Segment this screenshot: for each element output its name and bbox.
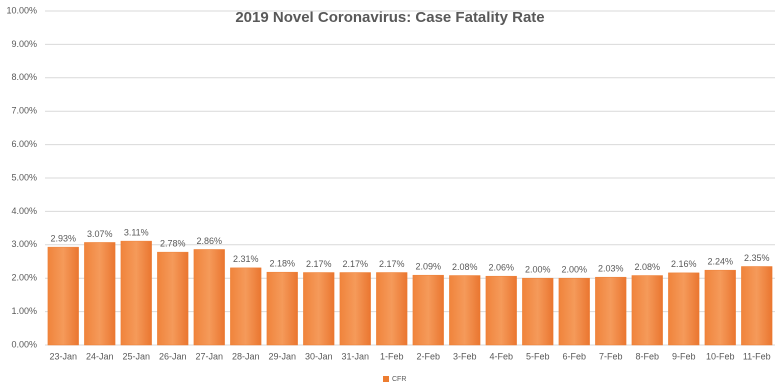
value-label: 3.11%	[124, 228, 149, 238]
bar	[230, 267, 262, 346]
x-tick-label: 27-Jan	[195, 351, 223, 361]
x-tick-label: 2-Feb	[416, 351, 440, 361]
bar	[266, 271, 298, 346]
value-label: 2.08%	[452, 262, 478, 272]
y-tick-label: 3.00%	[11, 239, 37, 249]
x-tick-label: 31-Jan	[341, 351, 369, 361]
y-tick-label: 6.00%	[11, 139, 37, 149]
bar	[339, 272, 371, 346]
y-tick-label: 10.00%	[6, 5, 37, 15]
bar	[120, 240, 152, 346]
x-tick-label: 10-Feb	[706, 351, 735, 361]
bar	[704, 269, 736, 346]
bar	[741, 266, 773, 346]
bar	[193, 249, 225, 346]
bar	[157, 251, 189, 346]
value-label: 2.08%	[634, 262, 660, 272]
value-label: 3.07%	[87, 229, 113, 239]
value-label: 2.16%	[671, 259, 697, 269]
value-label: 2.35%	[744, 253, 770, 263]
value-label: 2.31%	[233, 254, 259, 264]
y-tick-label: 0.00%	[11, 339, 37, 349]
x-tick-label: 5-Feb	[526, 351, 550, 361]
y-tick-label: 8.00%	[11, 72, 37, 82]
bar	[303, 272, 335, 346]
value-label: 2.18%	[269, 259, 295, 269]
x-tick-label: 26-Jan	[159, 351, 187, 361]
x-tick-label: 1-Feb	[380, 351, 404, 361]
y-tick-label: 5.00%	[11, 172, 37, 182]
value-label: 2.17%	[379, 259, 405, 269]
value-label: 2.17%	[306, 259, 332, 269]
value-label: 2.00%	[561, 265, 587, 275]
bar	[522, 277, 554, 346]
legend-swatch	[383, 376, 389, 382]
value-label: 2.93%	[50, 234, 76, 244]
value-label: 2.09%	[415, 262, 441, 272]
bar	[631, 275, 663, 346]
bar	[412, 274, 444, 346]
x-tick-label: 7-Feb	[599, 351, 623, 361]
value-label: 2.00%	[525, 265, 551, 275]
bar	[84, 242, 116, 346]
bar	[558, 277, 590, 346]
x-tick-label: 30-Jan	[305, 351, 333, 361]
bar	[449, 275, 481, 346]
x-tick-label: 11-Feb	[743, 351, 771, 361]
value-label: 2.78%	[160, 239, 186, 249]
value-label: 2.03%	[598, 264, 624, 274]
value-label: 2.06%	[488, 263, 514, 273]
x-tick-label: 4-Feb	[489, 351, 513, 361]
x-tick-label: 29-Jan	[268, 351, 296, 361]
bar	[47, 246, 79, 346]
y-tick-label: 2.00%	[11, 273, 37, 283]
x-tick-label: 28-Jan	[232, 351, 260, 361]
y-tick-label: 7.00%	[11, 106, 37, 116]
y-tick-label: 4.00%	[11, 206, 37, 216]
y-tick-label: 9.00%	[11, 39, 37, 49]
bar	[485, 275, 517, 346]
value-label: 2.86%	[196, 236, 222, 246]
value-label: 2.17%	[342, 259, 368, 269]
x-tick-label: 8-Feb	[635, 351, 659, 361]
x-tick-label: 6-Feb	[562, 351, 586, 361]
x-tick-label: 25-Jan	[122, 351, 150, 361]
x-tick-label: 23-Jan	[49, 351, 77, 361]
bar	[595, 276, 627, 346]
legend-label: CFR	[392, 376, 406, 383]
value-label: 2.24%	[707, 257, 733, 267]
chart-title: 2019 Novel Coronavirus: Case Fatality Ra…	[235, 9, 544, 26]
x-tick-label: 24-Jan	[86, 351, 114, 361]
x-tick-label: 3-Feb	[453, 351, 477, 361]
bar	[376, 272, 408, 346]
y-tick-label: 1.00%	[11, 306, 37, 316]
x-tick-label: 9-Feb	[672, 351, 696, 361]
bar	[668, 272, 700, 346]
